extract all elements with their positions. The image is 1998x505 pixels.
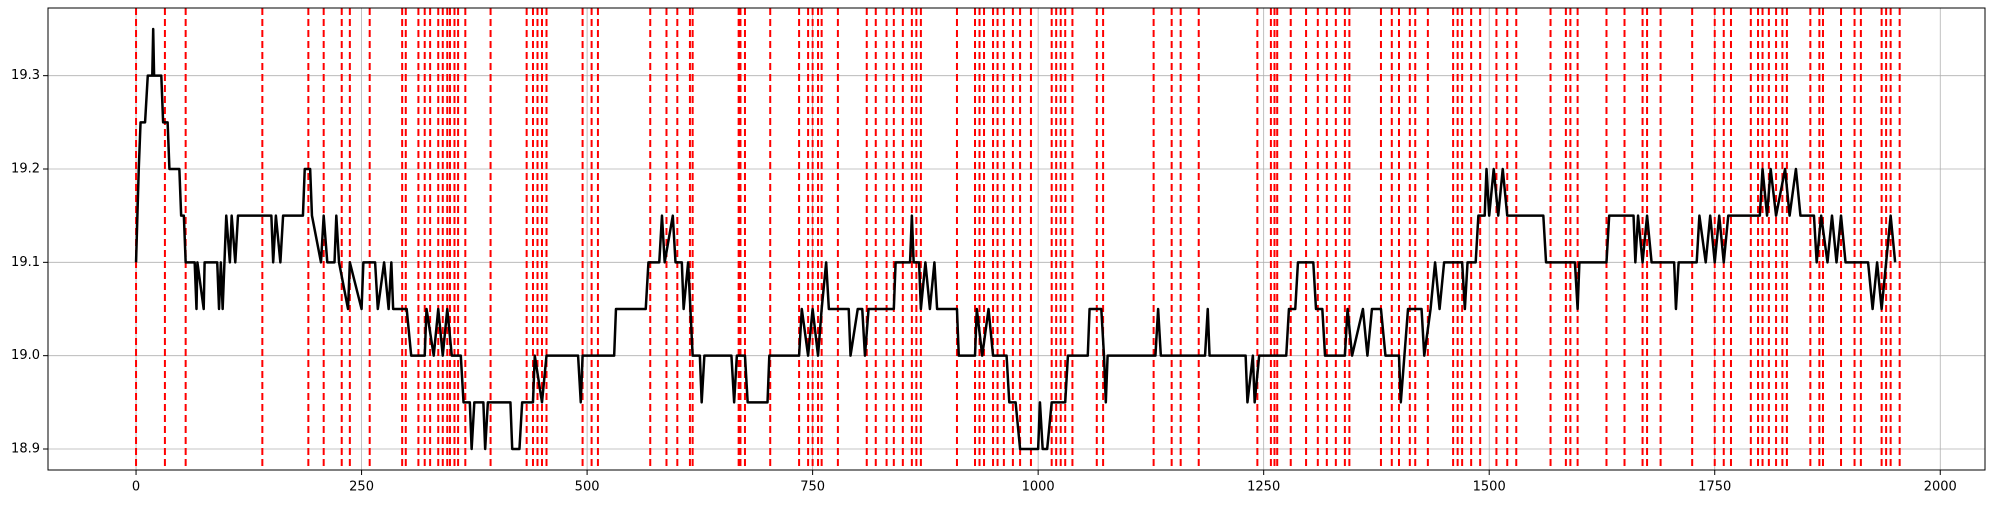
y-tick-label: 18.9 <box>11 442 40 457</box>
x-tick-label: 1500 <box>1473 480 1506 495</box>
x-tick-label: 750 <box>800 480 825 495</box>
x-tick-label: 2000 <box>1924 480 1957 495</box>
y-tick-label: 19.0 <box>11 348 40 363</box>
y-tick-label: 19.3 <box>11 68 40 83</box>
x-tick-label: 500 <box>575 480 600 495</box>
x-tick-label: 1000 <box>1022 480 1055 495</box>
x-tick-label: 0 <box>132 480 140 495</box>
y-tick-label: 19.1 <box>11 255 40 270</box>
data-line <box>134 27 1897 451</box>
x-tick-label: 1250 <box>1247 480 1280 495</box>
x-tick-label: 1750 <box>1698 480 1731 495</box>
plot-frame <box>47 7 1986 471</box>
y-tick-label: 19.2 <box>11 162 40 177</box>
x-tick-label: 250 <box>349 480 374 495</box>
